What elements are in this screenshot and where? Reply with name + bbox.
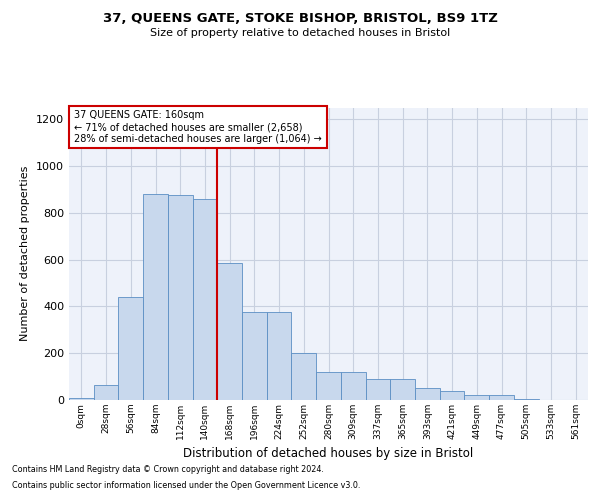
Bar [316,372,341,400]
Bar [390,379,415,400]
Bar [440,390,464,400]
Bar [489,396,514,400]
Text: Size of property relative to detached houses in Bristol: Size of property relative to detached ho… [150,28,450,38]
Bar [118,297,143,400]
Bar [94,385,118,400]
Bar [217,263,242,400]
Bar [514,399,539,400]
Y-axis label: Number of detached properties: Number of detached properties [20,166,31,342]
Bar [292,353,316,400]
X-axis label: Distribution of detached houses by size in Bristol: Distribution of detached houses by size … [184,448,473,460]
Text: Contains public sector information licensed under the Open Government Licence v3: Contains public sector information licen… [12,480,361,490]
Text: Contains HM Land Registry data © Crown copyright and database right 2024.: Contains HM Land Registry data © Crown c… [12,466,324,474]
Text: 37, QUEENS GATE, STOKE BISHOP, BRISTOL, BS9 1TZ: 37, QUEENS GATE, STOKE BISHOP, BRISTOL, … [103,12,497,26]
Text: 37 QUEENS GATE: 160sqm
← 71% of detached houses are smaller (2,658)
28% of semi-: 37 QUEENS GATE: 160sqm ← 71% of detached… [74,110,322,144]
Bar [69,398,94,400]
Bar [193,199,217,400]
Bar [415,388,440,400]
Bar [242,312,267,400]
Bar [143,194,168,400]
Bar [365,379,390,400]
Bar [168,195,193,400]
Bar [464,396,489,400]
Bar [267,312,292,400]
Bar [341,372,365,400]
